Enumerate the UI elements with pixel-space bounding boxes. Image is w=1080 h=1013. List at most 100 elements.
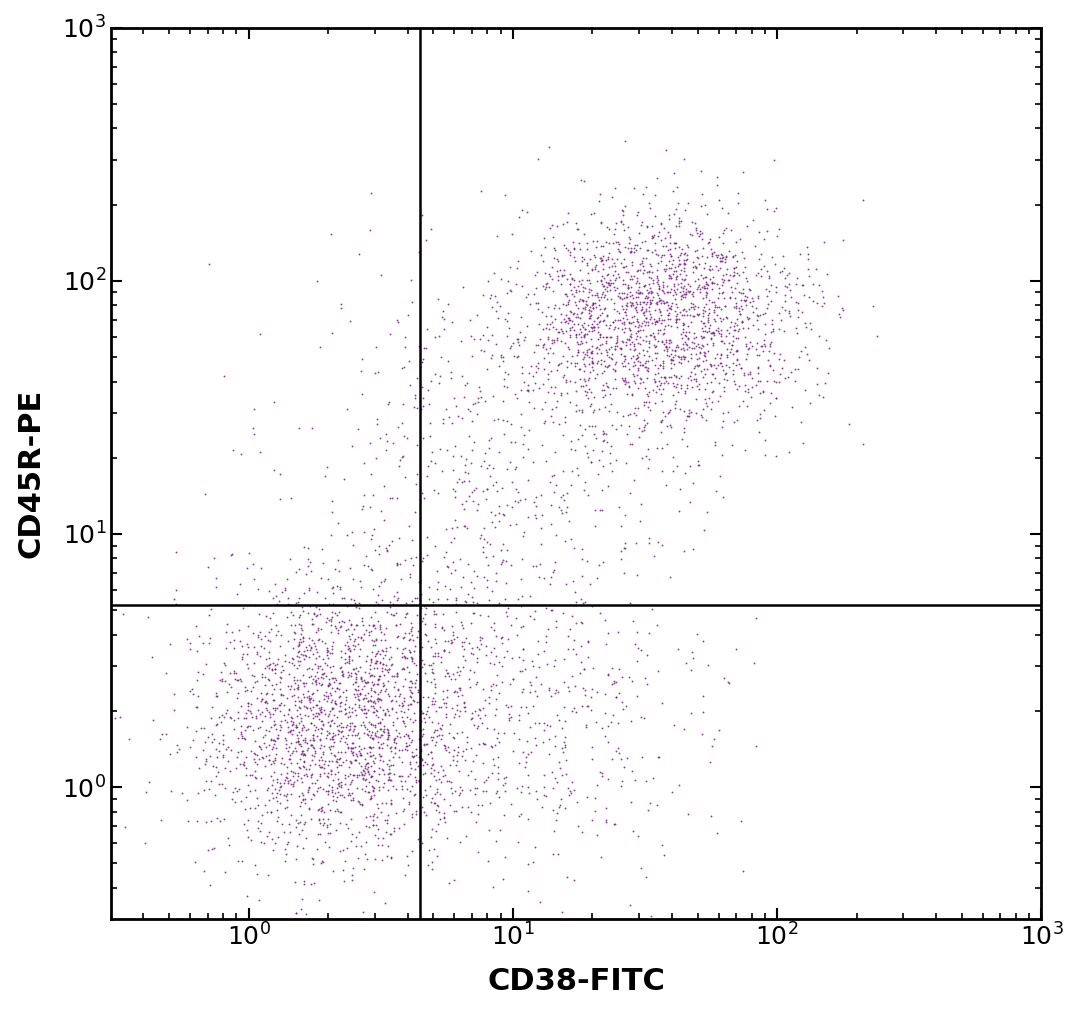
Point xyxy=(600,320,618,336)
Point xyxy=(658,338,675,355)
Point xyxy=(299,605,316,621)
Point xyxy=(552,314,569,330)
Point xyxy=(289,679,307,695)
Point xyxy=(414,207,431,223)
Point xyxy=(389,640,406,656)
Point xyxy=(659,242,676,258)
Point xyxy=(234,645,252,661)
Point xyxy=(720,675,738,691)
Point xyxy=(525,454,542,470)
Point xyxy=(387,804,404,821)
Point xyxy=(657,262,674,279)
Point xyxy=(362,758,379,774)
Point xyxy=(674,340,691,357)
Point xyxy=(696,522,713,538)
Point xyxy=(665,165,683,181)
Point xyxy=(379,838,396,854)
Point xyxy=(323,613,340,629)
Point xyxy=(232,723,249,739)
Point xyxy=(400,796,417,812)
Point xyxy=(665,276,683,292)
Point xyxy=(167,596,185,612)
Point xyxy=(190,688,207,704)
Point xyxy=(307,708,324,724)
Point xyxy=(675,252,692,268)
Point xyxy=(427,367,444,383)
Point xyxy=(592,337,609,354)
Point xyxy=(562,322,579,338)
Point xyxy=(670,370,687,386)
Point xyxy=(367,450,384,466)
Point xyxy=(633,450,650,466)
Point xyxy=(840,416,858,433)
Point xyxy=(652,386,670,402)
Point xyxy=(627,350,645,367)
Point xyxy=(642,283,659,299)
Point xyxy=(739,311,756,327)
Point xyxy=(319,647,336,664)
Point xyxy=(321,739,338,756)
Point xyxy=(725,362,742,378)
Point xyxy=(670,257,687,274)
Point xyxy=(606,321,623,337)
Point xyxy=(526,683,543,699)
Point xyxy=(355,763,373,779)
Point xyxy=(465,717,483,733)
Point xyxy=(354,762,372,778)
Point xyxy=(509,390,526,406)
Point xyxy=(600,403,618,419)
Point xyxy=(607,744,624,760)
Point xyxy=(609,328,626,344)
Point xyxy=(590,309,607,325)
Point xyxy=(610,266,627,283)
Point xyxy=(740,320,757,336)
Point xyxy=(370,766,388,782)
Point xyxy=(676,465,693,481)
Point xyxy=(793,277,810,293)
Point xyxy=(443,634,460,650)
Point xyxy=(627,290,645,306)
Point xyxy=(629,334,646,350)
Point xyxy=(546,297,564,313)
Point xyxy=(634,258,651,275)
Point xyxy=(744,212,761,228)
Point xyxy=(226,631,243,647)
Point xyxy=(556,409,573,425)
Point xyxy=(415,689,432,705)
Point xyxy=(623,256,640,272)
Point xyxy=(519,365,537,381)
Point xyxy=(591,193,608,210)
Point xyxy=(657,369,674,385)
Point xyxy=(644,228,661,244)
Point xyxy=(396,339,414,356)
Point xyxy=(335,684,352,700)
Point xyxy=(283,745,300,761)
Point xyxy=(360,674,377,690)
Point xyxy=(388,704,405,720)
Point xyxy=(265,692,282,708)
Point xyxy=(256,677,273,693)
Point xyxy=(287,595,305,611)
Point xyxy=(442,370,459,386)
Point xyxy=(367,701,384,717)
Point xyxy=(311,631,328,647)
Point xyxy=(650,333,667,349)
Point xyxy=(570,283,588,299)
Point xyxy=(248,673,266,689)
Point xyxy=(640,625,658,641)
Point xyxy=(675,420,692,437)
Point xyxy=(394,396,411,412)
Point xyxy=(705,268,723,285)
Point xyxy=(315,760,333,776)
Point xyxy=(621,378,638,394)
Point xyxy=(419,857,436,873)
Point xyxy=(669,299,686,315)
Point xyxy=(642,294,659,310)
Point xyxy=(415,789,432,805)
Point xyxy=(319,691,336,707)
Point xyxy=(564,306,581,322)
Point xyxy=(281,739,298,756)
Point xyxy=(697,277,714,293)
Point xyxy=(661,370,678,386)
Point xyxy=(415,390,432,406)
